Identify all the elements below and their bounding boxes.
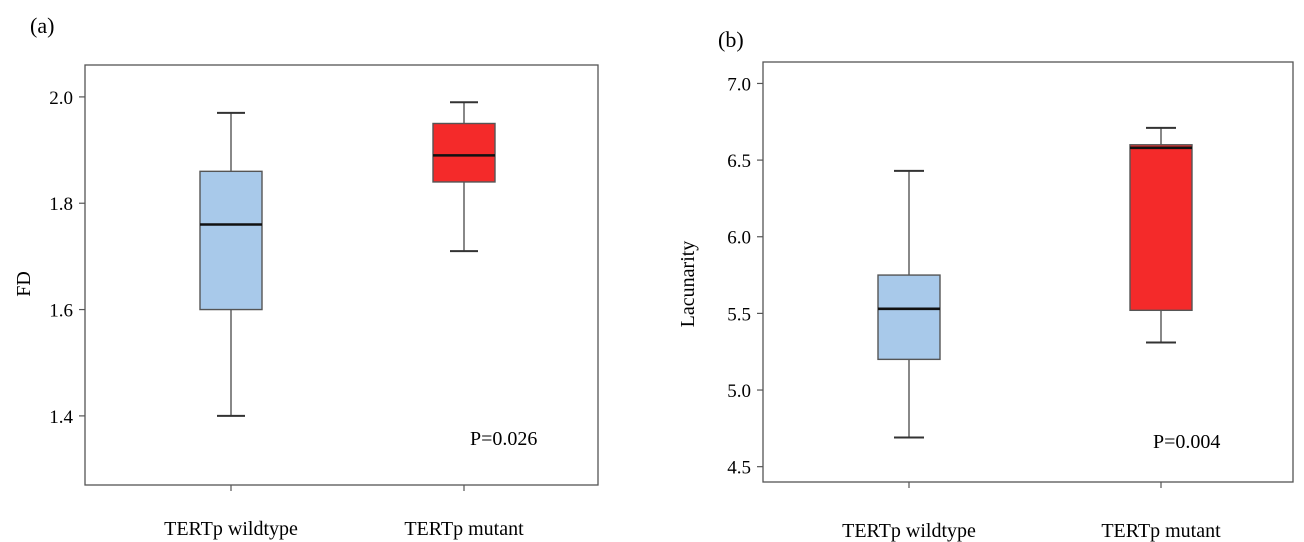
panel-b-y-tick-label: 6.0 <box>727 228 751 249</box>
panel-b-plot-frame <box>762 61 1294 483</box>
panel-a-plot-frame <box>84 64 599 486</box>
panel-a-y-tick-label: 1.4 <box>49 407 73 428</box>
panel-b-y-axis-label: Lacunarity <box>677 241 699 328</box>
panel-b-box <box>1129 144 1193 312</box>
panel-a-y-tick-label: 1.6 <box>49 301 73 322</box>
panel-a-box <box>199 170 263 311</box>
panel-b-p-value: P=0.004 <box>1153 431 1220 453</box>
panel-b-y-tick-label: 5.5 <box>727 304 751 325</box>
panel-b-category-label: TERTp wildtype <box>842 520 976 542</box>
panel-a-y-tick-label: 1.8 <box>49 194 73 215</box>
panel-b-y-tick-label: 5.0 <box>727 381 751 402</box>
panel-a-box <box>432 122 496 183</box>
panel-b-label: (b) <box>718 27 744 52</box>
panel-a-p-value: P=0.026 <box>470 428 537 450</box>
panel-b-y-tick-label: 6.5 <box>727 151 751 172</box>
panel-b-category-label: TERTp mutant <box>1101 520 1221 542</box>
panel-b-y-tick-label: 7.0 <box>727 74 751 95</box>
panel-a: (a) FD P=0.026 1.4 1.6 1.8 2.0 TERTp wildtyp… <box>13 13 599 540</box>
panel-b-y-tick-label: 4.5 <box>727 458 751 479</box>
panel-a-label: (a) <box>30 13 54 38</box>
panel-a-category-label: TERTp wildtype <box>164 518 298 540</box>
panel-b-box <box>877 274 941 361</box>
panel-a-y-axis-label: FD <box>13 271 35 297</box>
panel-b: (b) Lacunarity P=0.004 4.5 5.0 5.5 6.0 6.5 7.… <box>677 27 1294 542</box>
panel-a-category-label: TERTp mutant <box>404 518 524 540</box>
panel-a-y-tick-label: 2.0 <box>49 88 73 109</box>
